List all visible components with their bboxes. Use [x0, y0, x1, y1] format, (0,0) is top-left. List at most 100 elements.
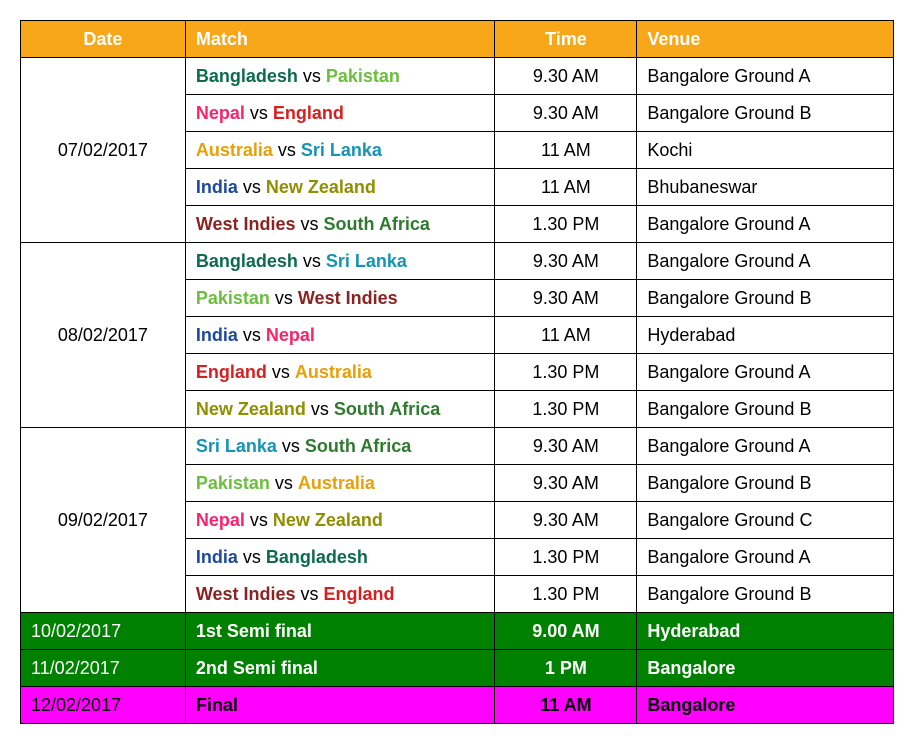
table-row: 08/02/2017Bangladesh vs Sri Lanka9.30 AM… — [21, 243, 894, 280]
vs-text: vs — [267, 362, 295, 382]
match-cell: Bangladesh vs Pakistan — [185, 58, 495, 95]
venue-cell: Hyderabad — [637, 613, 894, 650]
team1: Sri Lanka — [196, 436, 277, 456]
team1: India — [196, 177, 238, 197]
time-cell: 9.30 AM — [495, 58, 637, 95]
table-row: 09/02/2017Sri Lanka vs South Africa9.30 … — [21, 428, 894, 465]
venue-cell: Bangalore Ground A — [637, 354, 894, 391]
venue-cell: Bangalore Ground B — [637, 391, 894, 428]
team1: England — [196, 362, 267, 382]
time-cell: 9.30 AM — [495, 280, 637, 317]
vs-text: vs — [238, 325, 266, 345]
team2: Bangladesh — [266, 547, 368, 567]
time-cell: 1.30 PM — [495, 206, 637, 243]
team1: India — [196, 325, 238, 345]
team1: New Zealand — [196, 399, 306, 419]
venue-cell: Bangalore Ground A — [637, 206, 894, 243]
time-cell: 1.30 PM — [495, 576, 637, 613]
vs-text: vs — [238, 547, 266, 567]
table-row: 07/02/2017Bangladesh vs Pakistan9.30 AMB… — [21, 58, 894, 95]
time-cell: 9.30 AM — [495, 502, 637, 539]
vs-text: vs — [270, 288, 298, 308]
vs-text: vs — [277, 436, 305, 456]
team2: Nepal — [266, 325, 315, 345]
time-cell: 9.00 AM — [495, 613, 637, 650]
time-cell: 9.30 AM — [495, 243, 637, 280]
match-cell: 1st Semi final — [185, 613, 495, 650]
venue-cell: Bangalore Ground A — [637, 58, 894, 95]
team2: Sri Lanka — [326, 251, 407, 271]
match-cell: India vs New Zealand — [185, 169, 495, 206]
team2: Pakistan — [326, 66, 400, 86]
final-row: 11/02/20172nd Semi final1 PMBangalore — [21, 650, 894, 687]
header-venue: Venue — [637, 21, 894, 58]
team1: Pakistan — [196, 288, 270, 308]
time-cell: 1.30 PM — [495, 539, 637, 576]
team2: Australia — [298, 473, 375, 493]
match-cell: West Indies vs England — [185, 576, 495, 613]
date-cell: 08/02/2017 — [21, 243, 186, 428]
venue-cell: Bangalore Ground A — [637, 428, 894, 465]
vs-text: vs — [296, 584, 324, 604]
date-cell: 12/02/2017 — [21, 687, 186, 724]
team1: West Indies — [196, 584, 296, 604]
venue-cell: Bangalore — [637, 687, 894, 724]
team2: Sri Lanka — [301, 140, 382, 160]
team2: England — [273, 103, 344, 123]
match-cell: West Indies vs South Africa — [185, 206, 495, 243]
match-cell: New Zealand vs South Africa — [185, 391, 495, 428]
team1: India — [196, 547, 238, 567]
schedule-table: Date Match Time Venue 07/02/2017Banglade… — [20, 20, 894, 724]
header-row: Date Match Time Venue — [21, 21, 894, 58]
date-cell: 07/02/2017 — [21, 58, 186, 243]
team1: Pakistan — [196, 473, 270, 493]
team1: Australia — [196, 140, 273, 160]
venue-cell: Bangalore Ground A — [637, 539, 894, 576]
vs-text: vs — [238, 177, 266, 197]
header-match: Match — [185, 21, 495, 58]
vs-text: vs — [273, 140, 301, 160]
team1: Bangladesh — [196, 66, 298, 86]
match-cell: 2nd Semi final — [185, 650, 495, 687]
date-cell: 10/02/2017 — [21, 613, 186, 650]
team1: Nepal — [196, 510, 245, 530]
header-date: Date — [21, 21, 186, 58]
time-cell: 1 PM — [495, 650, 637, 687]
venue-cell: Bhubaneswar — [637, 169, 894, 206]
team2: New Zealand — [266, 177, 376, 197]
team2: England — [324, 584, 395, 604]
match-cell: Nepal vs New Zealand — [185, 502, 495, 539]
date-cell: 11/02/2017 — [21, 650, 186, 687]
time-cell: 11 AM — [495, 317, 637, 354]
team2: West Indies — [298, 288, 398, 308]
vs-text: vs — [270, 473, 298, 493]
match-cell: Bangladesh vs Sri Lanka — [185, 243, 495, 280]
venue-cell: Bangalore Ground B — [637, 95, 894, 132]
match-cell: Pakistan vs West Indies — [185, 280, 495, 317]
team2: New Zealand — [273, 510, 383, 530]
team2: Australia — [295, 362, 372, 382]
time-cell: 1.30 PM — [495, 391, 637, 428]
vs-text: vs — [296, 214, 324, 234]
team1: Nepal — [196, 103, 245, 123]
team1: West Indies — [196, 214, 296, 234]
team2: South Africa — [324, 214, 430, 234]
match-cell: Sri Lanka vs South Africa — [185, 428, 495, 465]
final-row: 10/02/20171st Semi final9.00 AMHyderabad — [21, 613, 894, 650]
venue-cell: Bangalore Ground B — [637, 576, 894, 613]
match-cell: Australia vs Sri Lanka — [185, 132, 495, 169]
time-cell: 11 AM — [495, 169, 637, 206]
match-cell: Pakistan vs Australia — [185, 465, 495, 502]
match-cell: England vs Australia — [185, 354, 495, 391]
final-row: 12/02/2017Final11 AMBangalore — [21, 687, 894, 724]
venue-cell: Hyderabad — [637, 317, 894, 354]
match-cell: Final — [185, 687, 495, 724]
match-cell: Nepal vs England — [185, 95, 495, 132]
time-cell: 9.30 AM — [495, 428, 637, 465]
team2: South Africa — [334, 399, 440, 419]
vs-text: vs — [306, 399, 334, 419]
vs-text: vs — [245, 103, 273, 123]
venue-cell: Bangalore Ground B — [637, 280, 894, 317]
time-cell: 11 AM — [495, 132, 637, 169]
match-cell: India vs Bangladesh — [185, 539, 495, 576]
